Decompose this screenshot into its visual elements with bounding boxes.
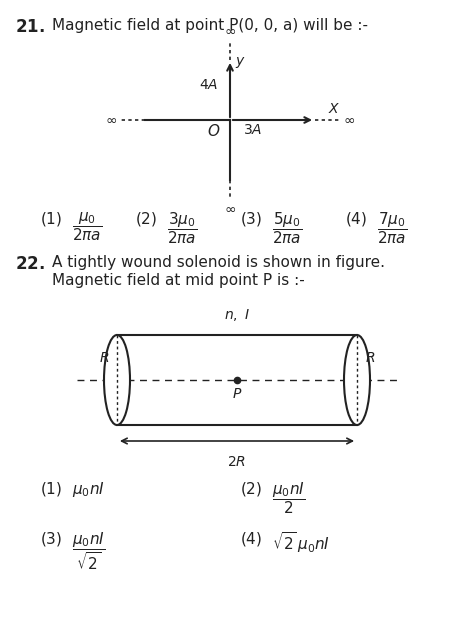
Text: $O$: $O$ [207, 123, 220, 139]
Text: $\dfrac{3\mu_0}{2\pi a}$: $\dfrac{3\mu_0}{2\pi a}$ [167, 210, 197, 246]
Text: $\dfrac{\mu_0}{2\pi a}$: $\dfrac{\mu_0}{2\pi a}$ [72, 210, 102, 243]
Ellipse shape [344, 335, 370, 425]
Text: $R$: $R$ [365, 351, 375, 365]
Text: $P$: $P$ [232, 387, 242, 401]
Text: $(1)$: $(1)$ [40, 210, 62, 228]
Text: $4A$: $4A$ [199, 78, 218, 92]
Text: $\mu_0 nI$: $\mu_0 nI$ [72, 480, 105, 499]
Text: $\dfrac{5\mu_0}{2\pi a}$: $\dfrac{5\mu_0}{2\pi a}$ [272, 210, 302, 246]
Text: $\infty$: $\infty$ [343, 113, 355, 127]
Text: $(4)$: $(4)$ [345, 210, 367, 228]
Text: $y$: $y$ [235, 55, 246, 70]
Text: A tightly wound solenoid is shown in figure.: A tightly wound solenoid is shown in fig… [52, 255, 385, 270]
Text: $\dfrac{7\mu_0}{2\pi a}$: $\dfrac{7\mu_0}{2\pi a}$ [377, 210, 407, 246]
Text: Magnetic field at mid point P is :-: Magnetic field at mid point P is :- [52, 273, 305, 288]
Text: $\mathbf{22.}$: $\mathbf{22.}$ [15, 255, 45, 273]
Text: $X$: $X$ [328, 102, 340, 116]
Text: $3A$: $3A$ [243, 123, 262, 137]
Text: $\sqrt{2}\,\mu_0 nI$: $\sqrt{2}\,\mu_0 nI$ [272, 530, 330, 555]
Text: $n,\ I$: $n,\ I$ [224, 307, 250, 323]
Text: Magnetic field at point P(0, 0, a) will be :-: Magnetic field at point P(0, 0, a) will … [52, 18, 368, 33]
Text: $\infty$: $\infty$ [105, 113, 117, 127]
Text: $(2)$: $(2)$ [135, 210, 157, 228]
Text: $(3)$: $(3)$ [240, 210, 262, 228]
Ellipse shape [104, 335, 130, 425]
Text: $\mathbf{21.}$: $\mathbf{21.}$ [15, 18, 45, 36]
Text: $(2)$: $(2)$ [240, 480, 262, 498]
Text: $2R$: $2R$ [228, 455, 246, 469]
Text: $\dfrac{\mu_0 nI}{\sqrt{2}}$: $\dfrac{\mu_0 nI}{\sqrt{2}}$ [72, 530, 105, 572]
Text: $R$: $R$ [99, 351, 109, 365]
Text: $(1)$: $(1)$ [40, 480, 62, 498]
Text: $(4)$: $(4)$ [240, 530, 262, 548]
Text: $(3)$: $(3)$ [40, 530, 62, 548]
Text: $\infty$: $\infty$ [224, 202, 236, 216]
Text: $\dfrac{\mu_0 nI}{2}$: $\dfrac{\mu_0 nI}{2}$ [272, 480, 305, 516]
Text: $\infty$: $\infty$ [224, 24, 236, 38]
